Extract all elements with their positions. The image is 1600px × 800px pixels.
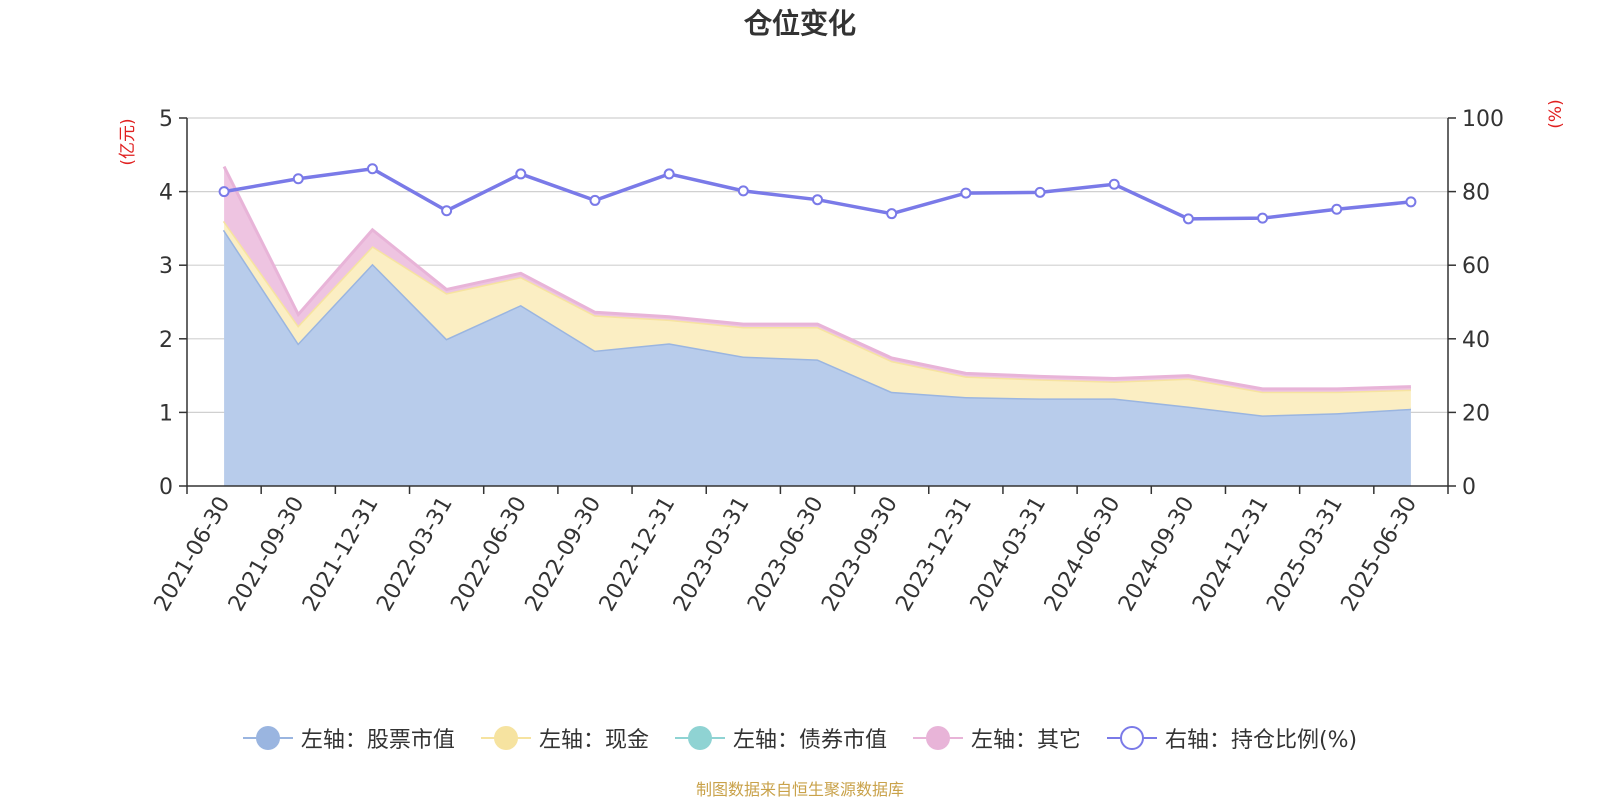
ratio-point [366,163,378,175]
left-axis-tick-label: 0 [159,475,173,500]
ratio-point [515,168,527,180]
ratio-point [292,173,304,185]
legend: 左轴：股票市值 左轴：现金 左轴：债券市值 左轴：其它 右轴：持仓比例(%) [0,721,1600,755]
right-axis-tick-label: 60 [1462,254,1490,279]
x-axis-tick-label: 2024-06-30 [1040,493,1126,616]
legend-label-bond: 左轴：债券市值 [732,728,887,753]
x-axis-tick-label: 2021-12-31 [298,493,384,616]
area-series-1 [224,221,1411,416]
x-axis-tick-label: 2023-09-30 [817,493,903,616]
x-axis-tick-label: 2022-06-30 [446,493,532,616]
left-axis-tick-label: 1 [159,401,173,426]
ratio-point [441,205,453,217]
left-axis-label: (亿元) [118,118,138,165]
ratio-point [663,168,675,180]
legend-label-cash: 左轴：现金 [538,728,649,753]
x-axis-tick-label: 2022-12-31 [595,493,681,616]
chart-title: 仓位变化 [743,7,856,40]
ratio-point [886,208,898,220]
left-axis-tick-label: 2 [159,328,173,353]
ratio-point [589,194,601,206]
ratio-point [960,187,972,199]
ratio-point [737,185,749,197]
legend-label-ratio: 右轴：持仓比例(%) [1164,728,1358,753]
legend-label-other: 左轴：其它 [970,728,1081,753]
right-axis-tick-label: 0 [1462,475,1476,500]
legend-item-stock[interactable]: 左轴：股票市值 [242,722,455,754]
data-source-note: 制图数据来自恒生聚源数据库 [695,780,904,799]
left-axis-tick-label: 4 [159,181,173,206]
legend-item-other[interactable]: 左轴：其它 [912,722,1081,754]
area-series-0 [224,229,1411,486]
x-axis-tick-label: 2025-03-31 [1262,493,1348,616]
x-axis-tick-label: 2025-06-30 [1337,493,1423,616]
left-axis-tick-label: 3 [159,254,173,279]
legend-symbol-other [912,725,963,751]
x-axis-tick-label: 2024-12-31 [1188,493,1274,616]
x-axis-tick-label: 2023-03-31 [669,493,755,616]
x-axis-tick-label: 2022-09-30 [521,493,607,616]
x-axis-tick-label: 2022-03-31 [372,493,458,616]
x-axis-tick-label: 2024-09-30 [1114,493,1200,616]
x-axis-tick-label: 2021-09-30 [224,493,310,616]
ratio-point [1182,213,1194,225]
ratio-point [1034,186,1046,198]
legend-symbol-stock [242,725,293,751]
ratio-point [1331,203,1343,215]
ratio-line [223,166,1412,221]
legend-item-cash[interactable]: 左轴：现金 [480,722,649,754]
right-axis-tick-label: 100 [1462,107,1504,132]
legend-item-ratio[interactable]: 右轴：持仓比例(%) [1106,722,1358,754]
right-axis-tick-label: 80 [1462,181,1490,206]
x-axis-tick-label: 2021-06-30 [150,493,236,616]
right-axis-tick-label: 40 [1462,328,1490,353]
legend-label-stock: 左轴：股票市值 [300,728,455,753]
x-axis-tick-label: 2024-03-31 [966,493,1052,616]
right-axis-tick-label: 20 [1462,401,1490,426]
x-axis-tick-label: 2023-06-30 [743,493,829,616]
legend-symbol-bond [674,725,725,751]
ratio-point [1405,196,1417,208]
ratio-point [1257,212,1269,224]
legend-item-bond[interactable]: 左轴：债券市值 [674,722,887,754]
legend-symbol-ratio [1106,725,1157,751]
x-axis-tick-label: 2023-12-31 [891,493,977,616]
area-line-series-3 [222,165,1411,391]
ratio-point [812,194,823,206]
left-axis-tick-label: 5 [159,107,173,132]
right-axis-label: (%) [1546,99,1566,128]
legend-symbol-cash [480,725,531,751]
ratio-point [1108,178,1120,190]
ratio-point [218,186,230,198]
